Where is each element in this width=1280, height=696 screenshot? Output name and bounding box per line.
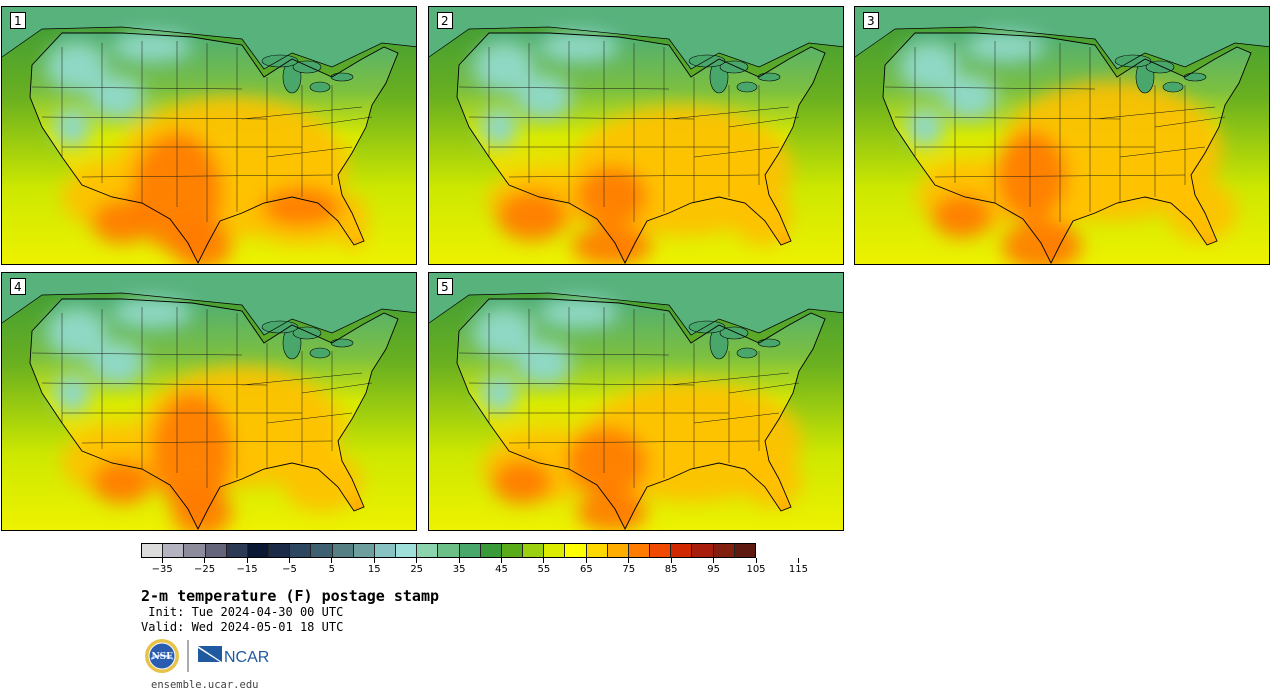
colorbar-swatch xyxy=(247,544,270,557)
colorbar-tick xyxy=(373,558,375,563)
colorbar-tick xyxy=(331,558,333,563)
colorbar-tick xyxy=(797,558,799,563)
colorbar-swatch xyxy=(142,544,164,557)
panel-label: 5 xyxy=(437,278,453,295)
page-title: 2-m temperature (F) postage stamp xyxy=(141,587,440,605)
colorbar-tick xyxy=(161,558,163,563)
ncar-text: NCAR xyxy=(224,649,269,666)
temperature-map xyxy=(2,273,416,530)
colorbar-tick-label: 65 xyxy=(579,564,593,575)
colorbar-swatch xyxy=(586,544,608,557)
panel-label: 4 xyxy=(10,278,26,295)
colorbar-tick-label: 15 xyxy=(367,564,381,575)
panel-label: 2 xyxy=(437,12,453,29)
colorbar-tick xyxy=(628,558,630,563)
colorbar-tick-label: 75 xyxy=(622,564,636,575)
map-panel-4[interactable]: 4 xyxy=(1,272,417,531)
colorbar-swatch xyxy=(734,544,755,557)
colorbar-swatch xyxy=(713,544,735,557)
logos: NSF NCAR xyxy=(144,638,274,674)
colorbar-tick xyxy=(713,558,715,563)
panel-label: 3 xyxy=(863,12,879,29)
colorbar-tick xyxy=(755,558,757,563)
colorbar-swatch xyxy=(650,544,672,557)
colorbar-swatch xyxy=(269,544,291,557)
colorbar-tick xyxy=(458,558,460,563)
colorbar-swatch xyxy=(459,544,481,557)
colorbar-swatch xyxy=(396,544,418,557)
colorbar-ticks: −35 −25 −15 −5 5 15 25 35 45 55 65 75 85 95 105 115 xyxy=(141,558,808,578)
colorbar-tick-label: 55 xyxy=(537,564,551,575)
panel-label: 1 xyxy=(10,12,26,29)
map-panel-3[interactable]: 3 xyxy=(854,6,1270,265)
map-panel-2[interactable]: 2 xyxy=(428,6,844,265)
colorbar-swatch xyxy=(311,544,333,557)
colorbar-swatch xyxy=(290,544,312,557)
colorbar-swatch xyxy=(226,544,248,557)
colorbar-tick xyxy=(501,558,503,563)
colorbar-swatch xyxy=(501,544,524,557)
colorbar-tick-label: 5 xyxy=(328,564,336,575)
colorbar-swatch xyxy=(523,544,545,557)
colorbar-swatch xyxy=(692,544,714,557)
map-panel-1[interactable]: 1 xyxy=(1,6,417,265)
colorbar-tick xyxy=(670,558,672,563)
colorbar-tick-label: 95 xyxy=(707,564,720,575)
colorbar-swatch xyxy=(607,544,629,557)
colorbar-tick-label: 45 xyxy=(495,564,508,575)
colorbar-swatch xyxy=(565,544,587,557)
colorbar-tick xyxy=(246,558,248,563)
colorbar-tick xyxy=(585,558,587,563)
colorbar-swatch xyxy=(417,544,439,557)
temperature-map xyxy=(855,7,1269,264)
colorbar-swatch xyxy=(205,544,227,557)
colorbar-swatch xyxy=(438,544,460,557)
colorbar-tick-label: −25 xyxy=(194,564,216,575)
colorbar-swatch xyxy=(671,544,693,557)
colorbar-swatch xyxy=(353,544,375,557)
map-panel-5[interactable]: 5 xyxy=(428,272,844,531)
colorbar-tick-label: −5 xyxy=(282,564,297,575)
colorbar-tick-label: 25 xyxy=(410,564,424,575)
ncar-logo-icon: NCAR xyxy=(198,646,269,666)
colorbar-swatch xyxy=(184,544,206,557)
temperature-map xyxy=(429,273,843,530)
colorbar-tick-label: −15 xyxy=(236,564,258,575)
temperature-colorbar xyxy=(141,543,756,558)
colorbar-swatch xyxy=(480,544,502,557)
colorbar-swatch xyxy=(628,544,651,557)
nsf-logo-icon: NSF xyxy=(145,639,179,673)
colorbar-swatch xyxy=(374,544,397,557)
nsf-text: NSF xyxy=(151,652,173,662)
valid-time: Valid: Wed 2024-05-01 18 UTC xyxy=(141,620,344,634)
colorbar-tick xyxy=(416,558,418,563)
colorbar-tick xyxy=(543,558,545,563)
colorbar-swatch xyxy=(332,544,354,557)
temperature-map xyxy=(2,7,416,264)
init-time: Init: Tue 2024-04-30 00 UTC xyxy=(141,605,344,619)
temperature-map xyxy=(429,7,843,264)
colorbar-tick-label: 105 xyxy=(746,564,766,575)
colorbar-swatch xyxy=(544,544,566,557)
colorbar-tick-label: 85 xyxy=(664,564,678,575)
colorbar-tick-label: 115 xyxy=(788,564,808,575)
colorbar-tick xyxy=(288,558,290,563)
colorbar-tick-label: 35 xyxy=(452,564,466,575)
colorbar-swatch xyxy=(163,544,185,557)
colorbar-tick-label: −35 xyxy=(151,564,173,575)
footer-url[interactable]: ensemble.ucar.edu xyxy=(151,679,259,691)
colorbar-tick xyxy=(204,558,206,563)
